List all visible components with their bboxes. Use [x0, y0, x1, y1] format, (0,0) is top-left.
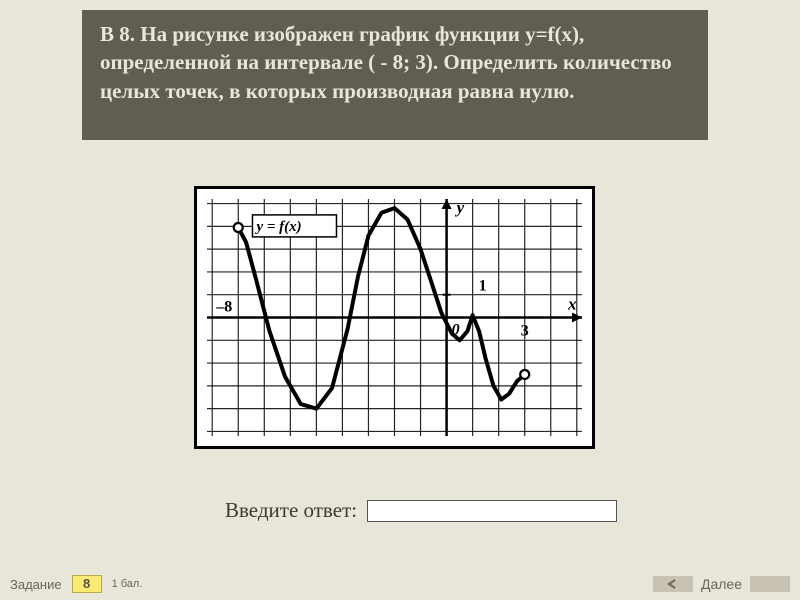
chevron-left-icon — [666, 579, 680, 589]
points-label: 1 бал. — [112, 578, 143, 590]
answer-input[interactable] — [367, 500, 617, 522]
svg-text:3: 3 — [521, 323, 529, 340]
question-text: В 8. На рисунке изображен график функции… — [100, 22, 672, 103]
svg-text:–8: –8 — [215, 299, 232, 316]
svg-text:x: x — [567, 295, 577, 314]
prev-button[interactable] — [653, 576, 693, 592]
task-label: Задание — [10, 577, 62, 592]
answer-row: Введите ответ: — [225, 498, 617, 523]
graph-container: 01–83xyy = f(x) — [194, 186, 595, 449]
next-group: Далее — [653, 576, 790, 592]
question-box: В 8. На рисунке изображен график функции… — [82, 10, 708, 140]
answer-prompt: Введите ответ: — [225, 498, 357, 523]
svg-text:y = f(x): y = f(x) — [254, 219, 301, 235]
footer-bar: Задание 8 1 бал. Далее — [0, 568, 800, 600]
svg-text:y: y — [455, 199, 465, 217]
next-slot[interactable] — [750, 576, 790, 592]
task-number-badge: 8 — [72, 575, 102, 593]
function-graph: 01–83xyy = f(x) — [207, 199, 582, 436]
svg-text:1: 1 — [479, 278, 487, 295]
next-button[interactable]: Далее — [701, 576, 742, 592]
